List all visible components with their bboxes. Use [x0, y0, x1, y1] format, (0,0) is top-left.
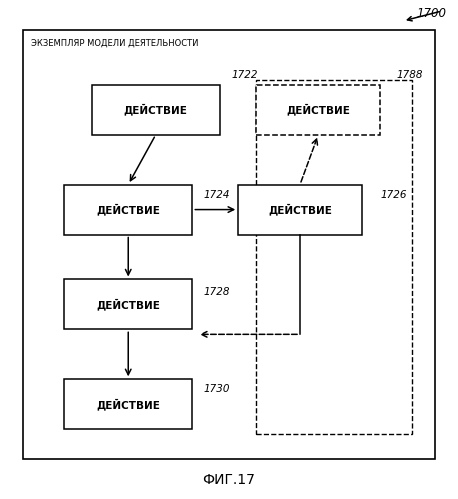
- Bar: [23, 30, 435, 459]
- Bar: [238, 185, 362, 235]
- Bar: [64, 279, 192, 329]
- Bar: [256, 85, 380, 135]
- Text: ФИГ.17: ФИГ.17: [202, 473, 256, 487]
- Text: 1788: 1788: [396, 70, 423, 80]
- Bar: [64, 185, 192, 235]
- Text: ДЕЙСТВИЕ: ДЕЙСТВИЕ: [286, 104, 350, 116]
- Text: ДЕЙСТВИЕ: ДЕЙСТВИЕ: [96, 398, 160, 410]
- Text: 1728: 1728: [204, 287, 230, 297]
- Text: 1722: 1722: [231, 70, 258, 80]
- Text: 1730: 1730: [204, 384, 230, 394]
- Text: 1700: 1700: [416, 7, 447, 20]
- Text: ДЕЙСТВИЕ: ДЕЙСТВИЕ: [268, 204, 332, 216]
- Text: ДЕЙСТВИЕ: ДЕЙСТВИЕ: [124, 104, 188, 116]
- Text: ДЕЙСТВИЕ: ДЕЙСТВИЕ: [96, 204, 160, 216]
- Bar: [92, 85, 220, 135]
- Text: ДЕЙСТВИЕ: ДЕЙСТВИЕ: [96, 298, 160, 310]
- Bar: [64, 379, 192, 429]
- Text: 1724: 1724: [204, 190, 230, 200]
- Text: ЭКЗЕМПЛЯР МОДЕЛИ ДЕЯТЕЛЬНОСТИ: ЭКЗЕМПЛЯР МОДЕЛИ ДЕЯТЕЛЬНОСТИ: [31, 39, 199, 48]
- Text: 1726: 1726: [380, 190, 407, 200]
- Bar: [256, 80, 412, 434]
